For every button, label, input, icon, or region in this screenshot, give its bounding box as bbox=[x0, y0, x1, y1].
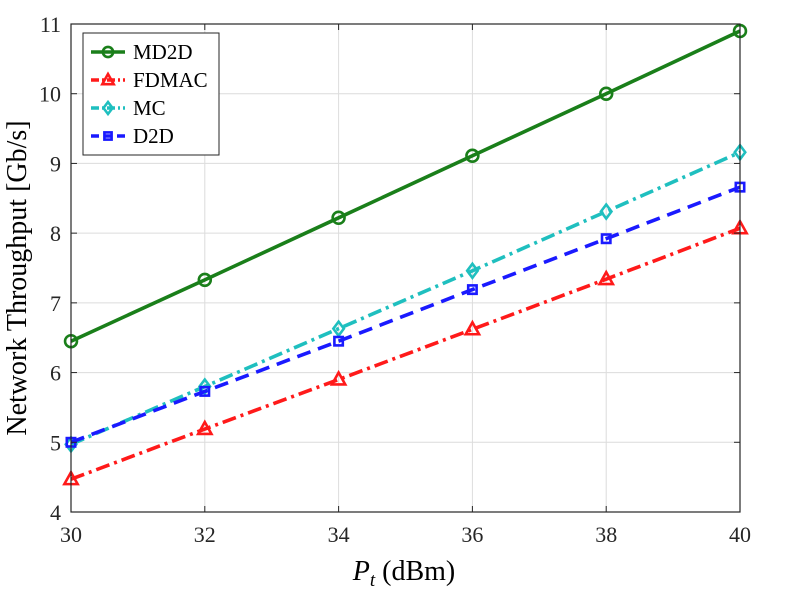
y-tick-label: 7 bbox=[50, 291, 61, 316]
legend-label-md2d: MD2D bbox=[133, 40, 193, 64]
data-point-mc bbox=[599, 202, 614, 221]
plot-frame bbox=[70, 23, 741, 513]
x-tick-label: 32 bbox=[194, 522, 216, 547]
data-point-md2d bbox=[465, 148, 480, 164]
y-tick-label: 4 bbox=[50, 500, 61, 525]
legend-marker-d2d bbox=[103, 131, 113, 141]
y-axis-label: Network Throughput [Gb/s] bbox=[2, 120, 33, 435]
legend-marker-fdmac bbox=[100, 71, 116, 86]
series-fdmac bbox=[62, 218, 749, 486]
y-tick-label: 10 bbox=[39, 82, 61, 107]
y-tick-label: 5 bbox=[50, 430, 61, 455]
series-mc bbox=[64, 143, 747, 454]
x-axis-label-unit: (dBm) bbox=[375, 556, 455, 587]
x-tick-label: 34 bbox=[328, 522, 350, 547]
data-point-fdmac bbox=[329, 369, 348, 386]
data-point-mc bbox=[465, 261, 480, 280]
x-axis-label: Pt (dBm) bbox=[352, 556, 456, 591]
x-axis-label-var: P bbox=[352, 556, 370, 587]
data-point-mc bbox=[197, 377, 212, 396]
y-tick-label: 8 bbox=[50, 221, 61, 246]
data-point-d2d bbox=[600, 233, 612, 245]
data-point-md2d bbox=[598, 86, 614, 101]
data-point-fdmac bbox=[463, 319, 482, 336]
data-point-md2d bbox=[331, 210, 346, 226]
legend-label-mc: MC bbox=[133, 96, 166, 120]
x-tick-label: 36 bbox=[461, 522, 483, 547]
series-line-d2d bbox=[70, 185, 741, 444]
legend-item-fdmac: FDMAC bbox=[91, 68, 208, 92]
data-point-d2d bbox=[333, 335, 345, 347]
axis-ticks: 30 32 34 36 38 40 4 5 6 7 8 9 10 11 bbox=[39, 12, 751, 547]
series-d2d bbox=[65, 181, 746, 448]
x-axis-label-sub: t bbox=[370, 570, 376, 591]
y-tick-label: 11 bbox=[40, 12, 61, 37]
series-line-md2d bbox=[70, 29, 741, 343]
legend-marker-md2d bbox=[101, 45, 115, 59]
legend-item-mc: MC bbox=[91, 96, 166, 120]
x-tick-label: 38 bbox=[595, 522, 617, 547]
data-point-fdmac bbox=[195, 419, 214, 436]
data-point-md2d bbox=[197, 272, 213, 288]
data-point-fdmac bbox=[597, 269, 616, 286]
legend-label-fdmac: FDMAC bbox=[133, 68, 208, 92]
y-tick-label: 6 bbox=[50, 361, 61, 386]
legend-label-d2d: D2D bbox=[133, 124, 174, 148]
y-tick-label: 9 bbox=[50, 151, 61, 176]
legend-marker-mc bbox=[101, 99, 115, 117]
legend-item-d2d: D2D bbox=[91, 124, 174, 148]
x-tick-label: 40 bbox=[729, 522, 751, 547]
legend-item-md2d: MD2D bbox=[91, 40, 193, 64]
legend: MD2D FDMAC MC D2D bbox=[82, 32, 220, 156]
data-point-d2d bbox=[199, 385, 211, 397]
data-point-mc bbox=[331, 319, 346, 338]
series-line-fdmac bbox=[70, 226, 741, 481]
x-tick-label: 30 bbox=[60, 522, 82, 547]
series-line-mc bbox=[70, 150, 741, 447]
data-point-d2d bbox=[466, 284, 478, 296]
